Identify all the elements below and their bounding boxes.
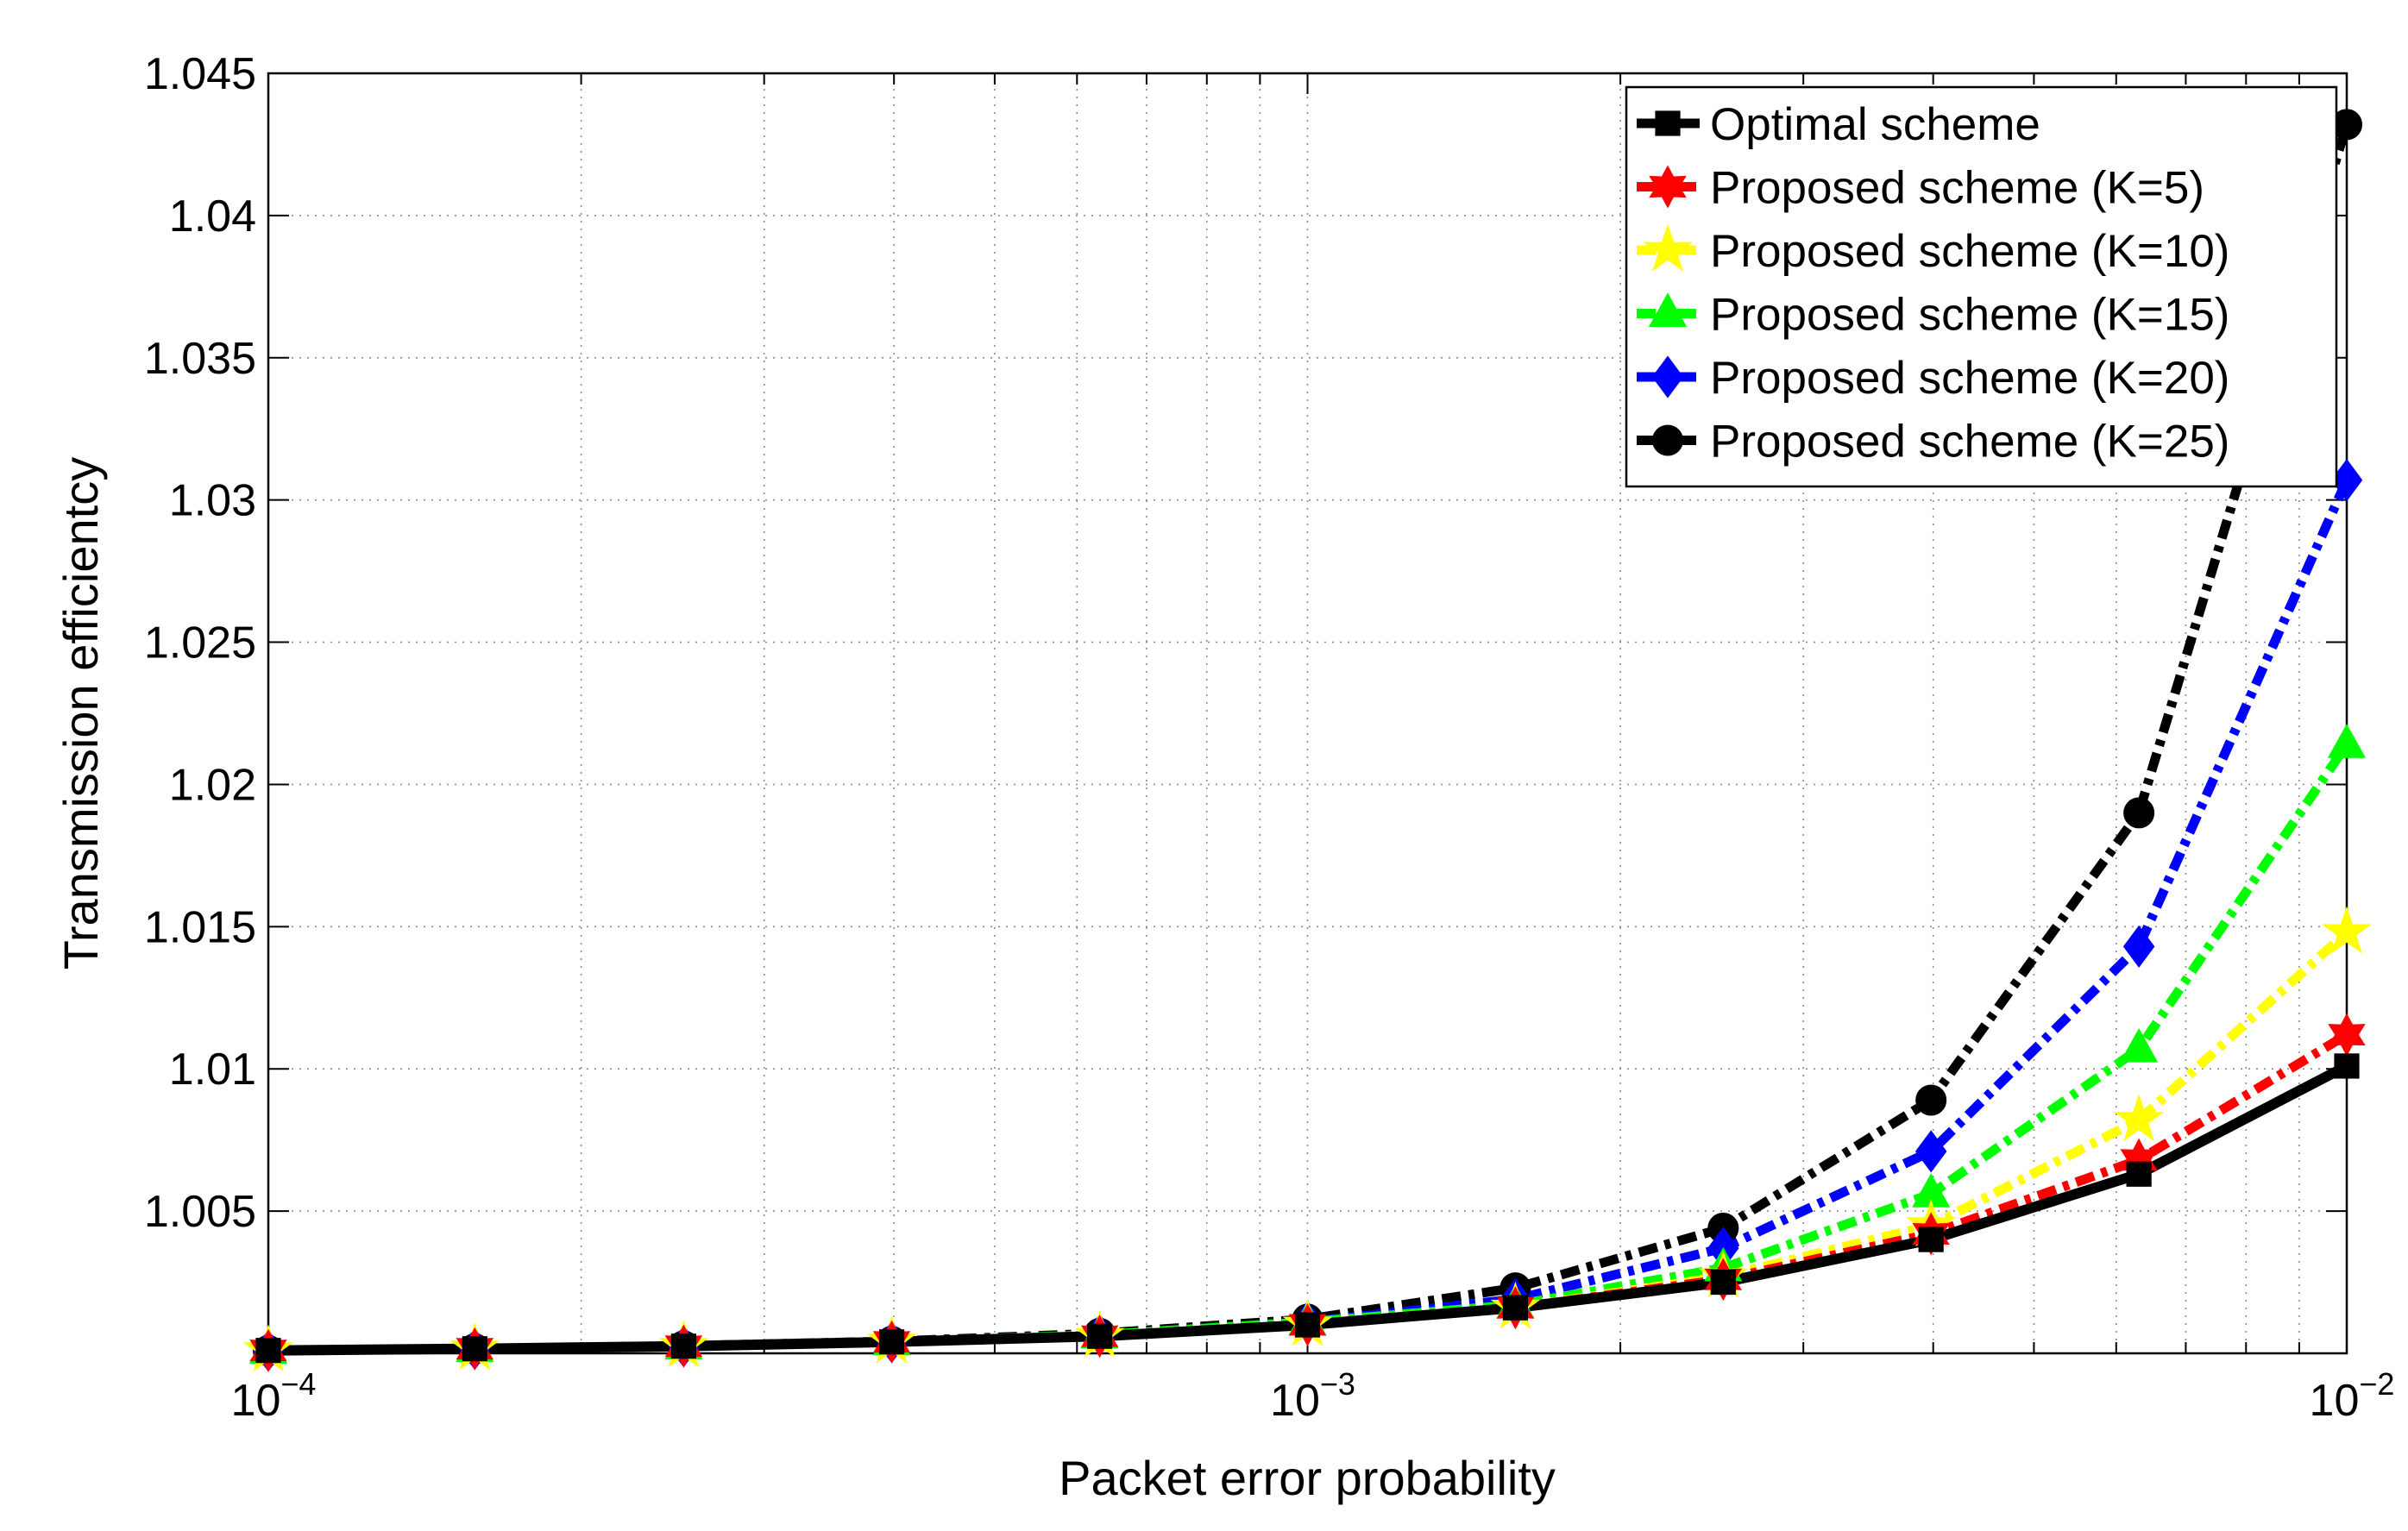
y-tick-label: 1.03 [169,476,256,526]
axis-ticks: 1.005 1.01 1.015 1.02 1.025 1.03 1.035 1.04 1.04… [144,49,2395,1426]
legend-label: Proposed scheme (K=15) [1710,290,2229,341]
circle-marker [1915,1084,1947,1116]
x-tick-label: 10−4 [231,1366,317,1426]
y-tick-label: 1.02 [169,760,256,810]
series-markers [243,109,2372,1372]
pentagram-marker [2322,906,2372,954]
legend-label: Proposed scheme (K=25) [1710,417,2229,467]
diamond-marker [1914,1130,1947,1173]
series-line [267,122,2352,1356]
triangle-marker [2120,1027,2159,1063]
circle-marker [1652,424,1683,456]
y-tick-label: 1.01 [169,1045,256,1095]
y-tick-label: 1.035 [144,334,256,384]
legend-label: Proposed scheme (K=10) [1710,226,2229,277]
y-tick-label: 1.025 [144,618,256,668]
square-marker [2126,1161,2152,1187]
x-tick-label: 10−3 [1270,1366,1355,1426]
square-marker [1918,1227,1944,1252]
legend: Optimal scheme Proposed scheme (K=5) Propo… [1625,85,2338,488]
x-axis-label: Packet error probability [1059,1451,1556,1505]
y-tick-label: 1.04 [169,191,256,242]
legend-label: Proposed scheme (K=20) [1710,353,2229,404]
y-tick-label: 1.005 [144,1187,256,1237]
x-tick-label: 10−2 [2310,1366,2395,1426]
square-marker [1087,1323,1113,1349]
legend-label: Optimal scheme [1710,99,2040,150]
series-line [267,928,2350,1356]
diamond-marker [1651,355,1684,398]
square-marker [2334,1053,2360,1079]
square-marker [1710,1269,1736,1296]
square-marker [878,1329,905,1355]
series-line [267,478,2352,1356]
pentagram-marker [1643,223,1693,272]
series-line [267,1030,2349,1356]
square-marker [1502,1295,1529,1321]
square-marker [1655,110,1681,136]
triangle-marker [1648,292,1688,327]
square-marker [670,1333,697,1359]
legend-label: Proposed scheme (K=5) [1710,163,2204,214]
y-axis-label: Transmission efficientcy [53,457,108,969]
y-tick-label: 1.045 [144,49,256,99]
square-marker [255,1338,281,1364]
hexagram-marker [1649,165,1687,209]
legend-box [1625,85,2338,488]
square-marker [1294,1312,1321,1338]
circle-marker [2123,797,2155,829]
pentagram-marker [2114,1094,2165,1142]
triangle-marker [2327,724,2367,758]
y-tick-label: 1.015 [144,902,256,952]
square-marker [462,1336,487,1362]
diamond-marker [2122,925,2155,969]
